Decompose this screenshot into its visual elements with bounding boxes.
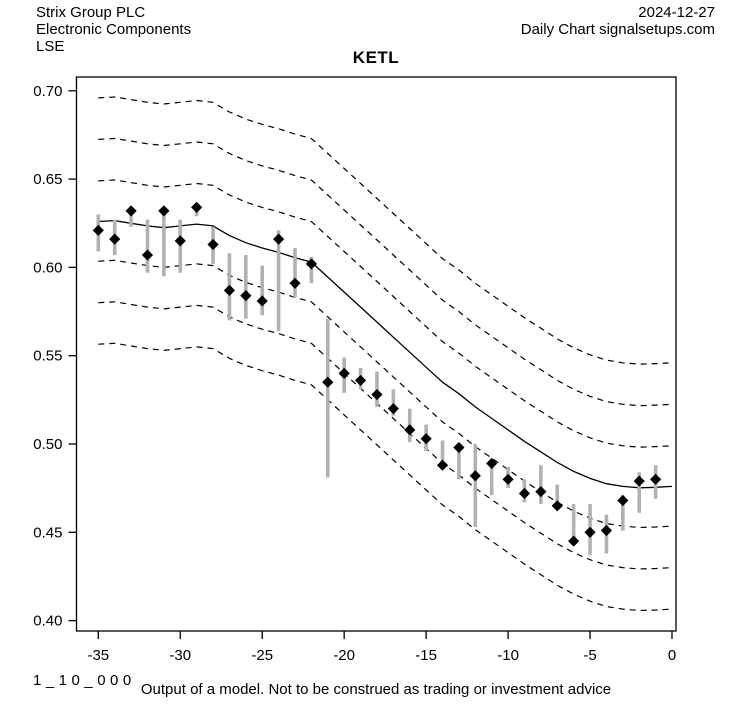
exchange-name: LSE bbox=[36, 38, 65, 55]
x-tick-label: -35 bbox=[87, 647, 109, 664]
x-tick-label: -30 bbox=[169, 647, 191, 664]
x-tick-label: -5 bbox=[583, 647, 596, 664]
close-diamond bbox=[551, 500, 563, 512]
close-diamond bbox=[338, 367, 350, 379]
close-diamond bbox=[371, 388, 383, 401]
close-diamond bbox=[92, 224, 104, 236]
y-tick-label: 0.60 bbox=[33, 259, 62, 276]
close-diamond bbox=[404, 424, 416, 436]
center-line bbox=[98, 219, 673, 489]
y-tick-label: 0.70 bbox=[33, 83, 62, 100]
x-tick-label: -20 bbox=[333, 647, 355, 664]
close-diamond bbox=[191, 201, 203, 213]
close-diamond bbox=[453, 441, 465, 454]
chart-source: Daily Chart signalsetups.com bbox=[520, 21, 715, 38]
dashed-band-line bbox=[98, 342, 673, 612]
close-diamond bbox=[600, 524, 613, 537]
y-tick-label: 0.65 bbox=[33, 171, 62, 188]
close-diamond bbox=[273, 233, 285, 245]
close-diamond bbox=[502, 473, 514, 485]
close-diamond bbox=[322, 376, 334, 388]
close-diamond bbox=[354, 374, 367, 387]
company-sector: Electronic Components bbox=[36, 21, 192, 38]
dashed-band-line bbox=[98, 137, 673, 407]
close-diamond bbox=[240, 290, 252, 302]
x-tick-label: 0 bbox=[668, 647, 676, 664]
x-tick-label: -10 bbox=[497, 647, 519, 664]
dashed-band-line bbox=[98, 179, 673, 448]
close-diamond bbox=[436, 459, 449, 471]
close-diamond bbox=[387, 403, 399, 415]
close-diamond bbox=[141, 249, 154, 261]
close-diamond bbox=[289, 277, 301, 289]
close-diamond bbox=[568, 535, 580, 547]
y-tick-label: 0.50 bbox=[33, 436, 62, 453]
plot-box bbox=[75, 76, 677, 632]
close-diamond bbox=[109, 233, 121, 245]
y-tick-label: 0.45 bbox=[33, 524, 62, 541]
close-diamond bbox=[535, 486, 547, 498]
disclaimer-text: Output of a model. Not to be construed a… bbox=[140, 681, 612, 698]
close-diamond bbox=[305, 258, 317, 270]
close-diamond bbox=[584, 526, 596, 538]
x-tick-label: -25 bbox=[251, 647, 273, 664]
close-diamond bbox=[518, 487, 531, 500]
dashed-band-line bbox=[98, 259, 673, 529]
close-diamond bbox=[207, 238, 219, 251]
dashed-band-line bbox=[98, 301, 673, 570]
x-tick-label: -15 bbox=[415, 647, 437, 664]
close-diamond bbox=[486, 457, 498, 470]
dashed-band-line bbox=[98, 96, 673, 365]
close-diamond bbox=[174, 235, 186, 247]
close-diamond bbox=[223, 284, 236, 296]
y-tick-label: 0.55 bbox=[33, 348, 62, 365]
close-diamond bbox=[256, 295, 268, 307]
chart-date: 2024-12-27 bbox=[638, 4, 715, 21]
model-code: 1_10_000 bbox=[33, 672, 136, 689]
close-diamond bbox=[650, 473, 662, 485]
chart-title: KETL bbox=[352, 48, 400, 67]
close-diamond bbox=[617, 494, 629, 507]
close-diamond bbox=[633, 475, 645, 487]
company-name: Strix Group PLC bbox=[36, 4, 146, 21]
close-diamond bbox=[158, 205, 170, 217]
close-diamond bbox=[125, 205, 137, 217]
y-tick-label: 0.40 bbox=[33, 613, 62, 630]
close-diamond bbox=[469, 470, 481, 482]
close-diamond bbox=[420, 433, 432, 445]
